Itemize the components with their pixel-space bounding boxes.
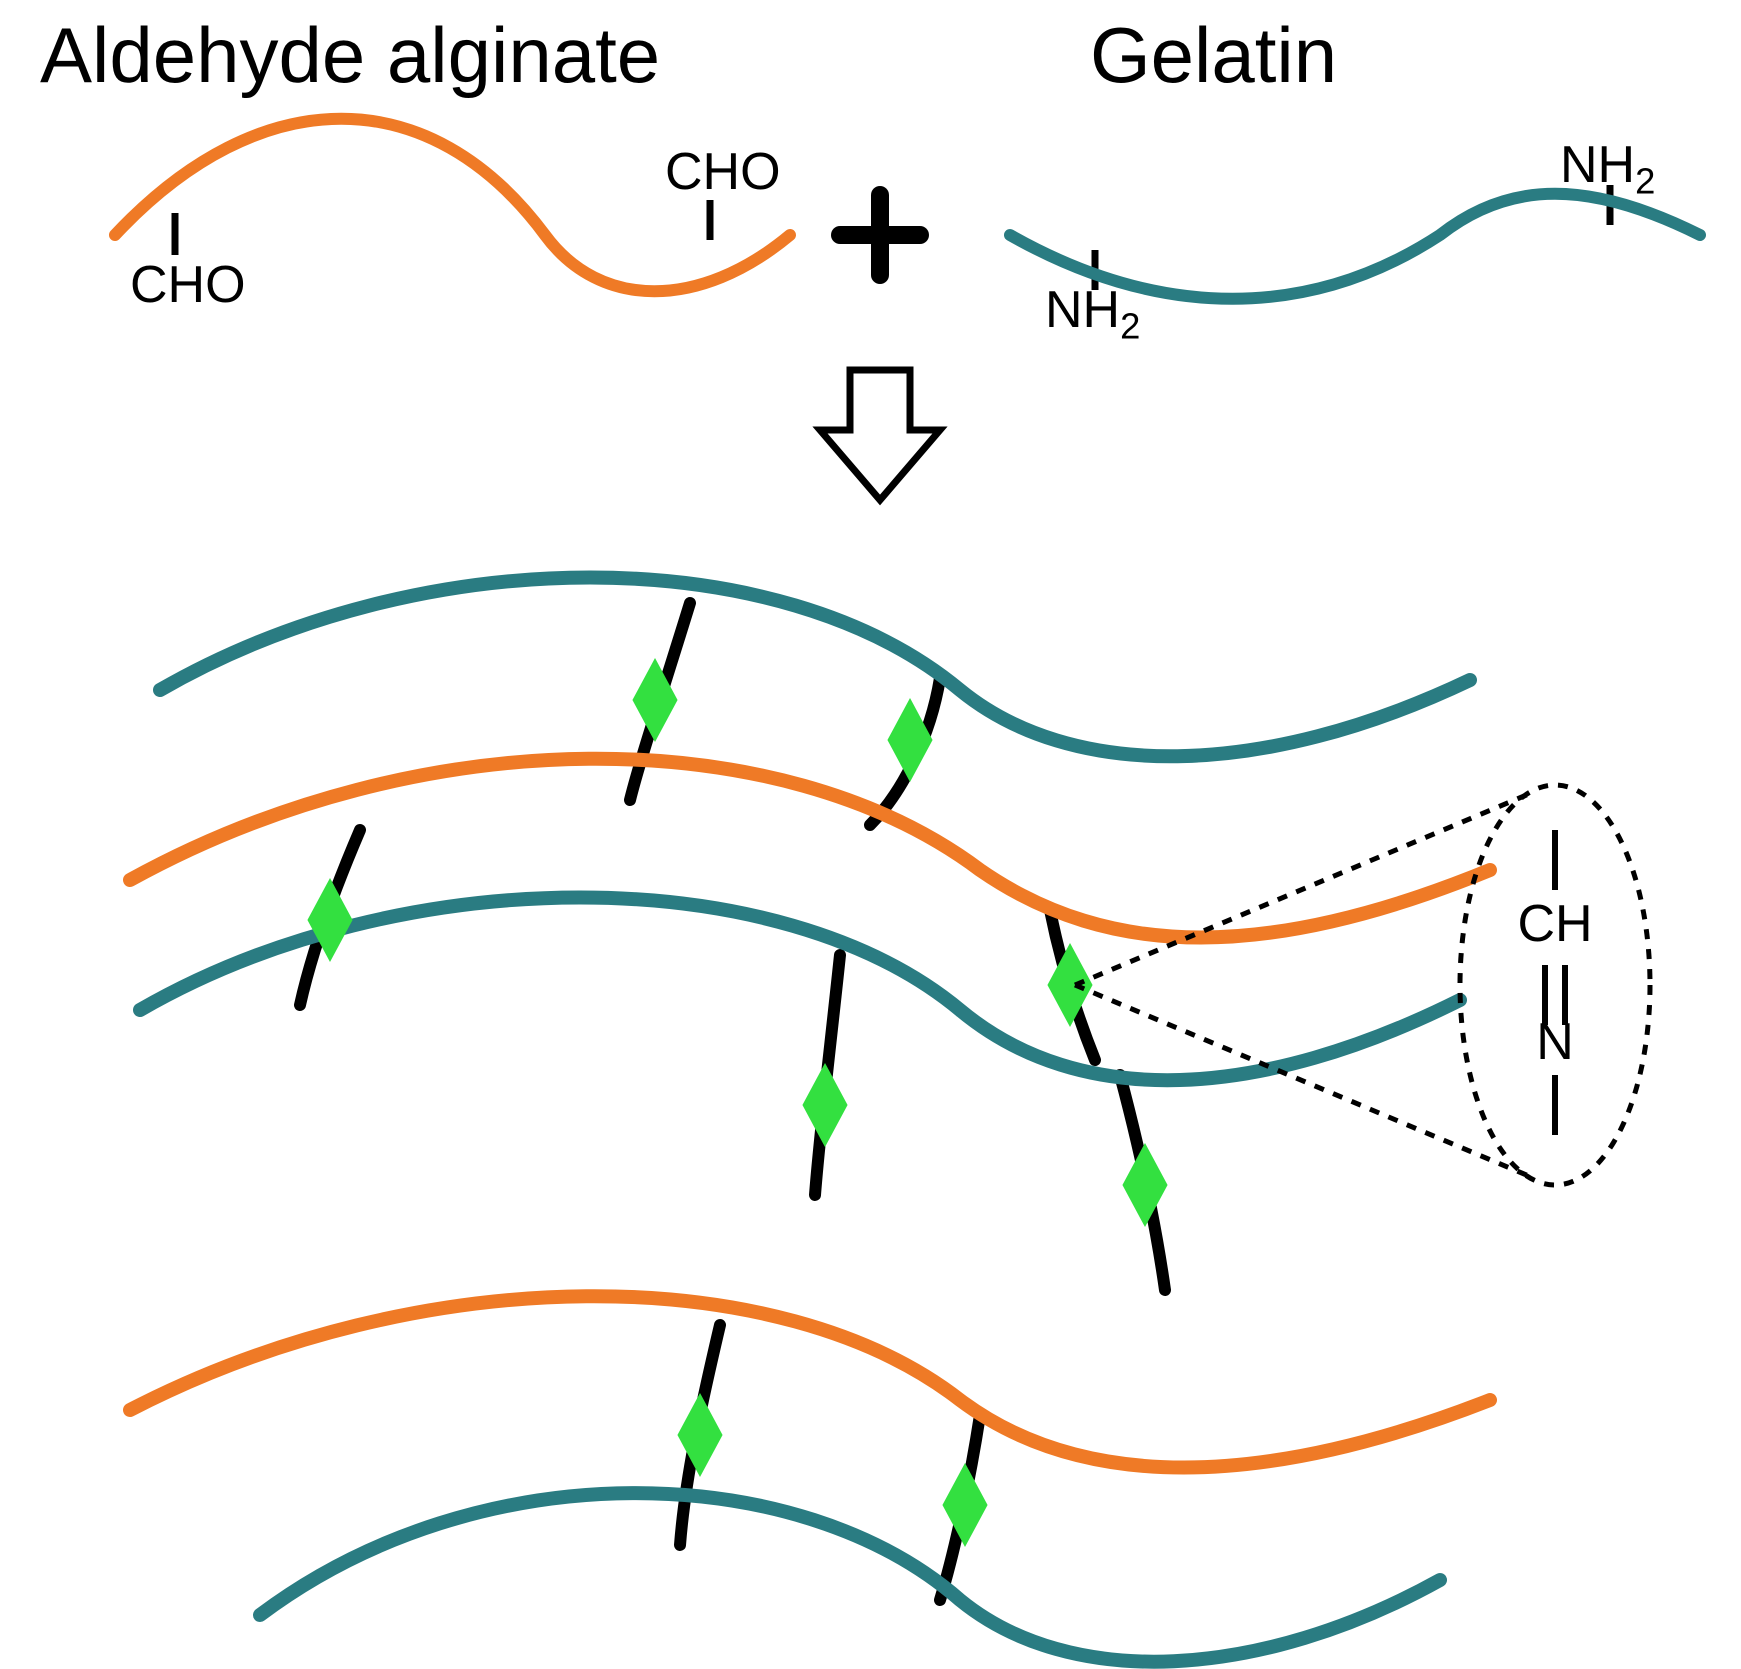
schiff-base-callout-text: CH N (1505, 890, 1605, 1068)
callout-ch: CH (1505, 898, 1605, 950)
callout-n: N (1505, 1016, 1605, 1068)
diagram-svg (0, 0, 1741, 1669)
